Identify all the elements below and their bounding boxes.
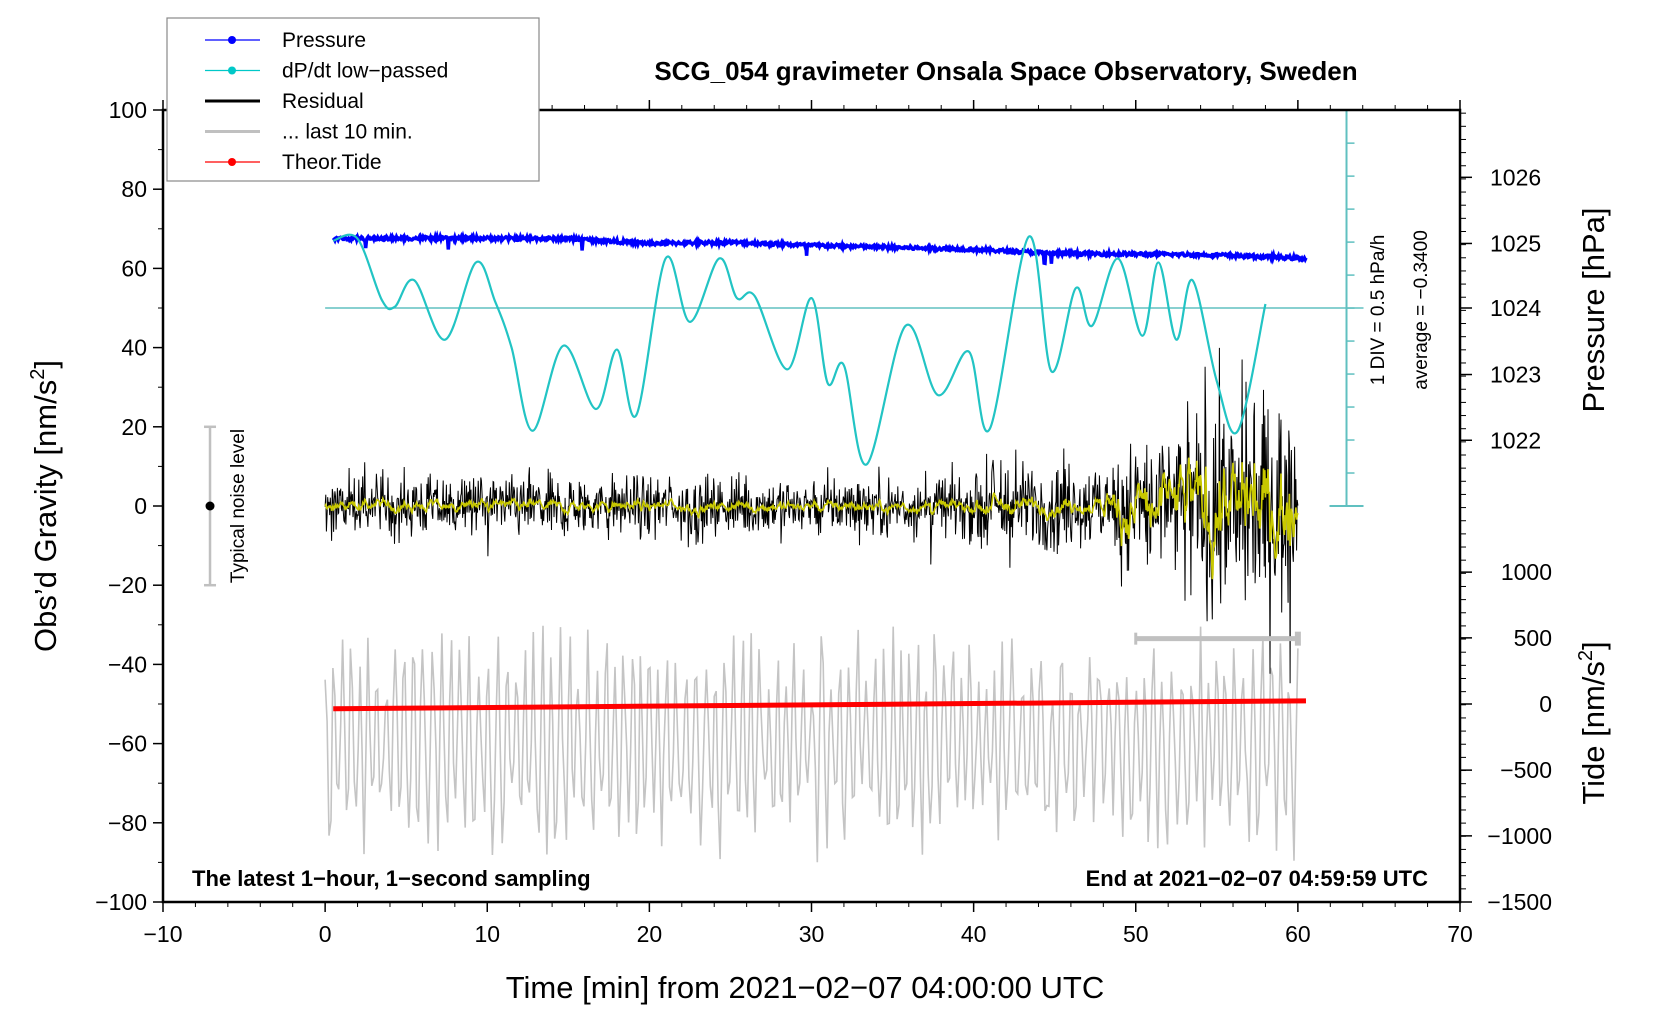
x-tick-label: 30 (799, 921, 825, 947)
y-axis-title-tide-main: Tide [nm/s (1576, 661, 1611, 805)
y-tick-label: −40 (108, 651, 147, 677)
y-tick-label: −80 (108, 810, 147, 836)
y-axis-title-left-sup: 2 (27, 369, 49, 380)
x-tick-label: 50 (1123, 921, 1149, 947)
y-axis-title-left-main: Obs’d Gravity [nm/s (28, 380, 63, 652)
residual-line (324, 347, 1299, 684)
legend-marker (228, 36, 236, 44)
dpdt-line (332, 233, 1267, 466)
tide-tick-label: −1500 (1487, 889, 1552, 915)
y-tick-label: 20 (121, 414, 147, 440)
tide-tick-label: 0 (1539, 691, 1552, 717)
y-axis-title-tide: Tide [nm/s2] (1575, 641, 1611, 804)
pressure-tick-label: 1026 (1490, 164, 1541, 190)
pressure-tick-label: 1025 (1490, 230, 1541, 256)
pressure-tick-label: 1024 (1490, 295, 1541, 321)
x-tick-label: −10 (143, 921, 182, 947)
average-label: average = −0.3400 (1411, 230, 1432, 390)
legend-label: dP/dt low−passed (282, 60, 448, 83)
x-tick-label: 0 (319, 921, 332, 947)
y-tick-label: −20 (108, 572, 147, 598)
tide-tick-label: −500 (1500, 757, 1552, 783)
tide-tick-label: 1000 (1501, 559, 1552, 585)
y-axis-title-tide-sup: 2 (1575, 650, 1597, 661)
legend-label: Pressure (282, 29, 366, 52)
y-axis-title-left-end: ] (28, 360, 63, 369)
y-axis-title-pressure: Pressure [hPa] (1576, 207, 1611, 412)
x-tick-label: 60 (1285, 921, 1311, 947)
noise-level-label: Typical noise level (228, 429, 249, 583)
noise-level-indicator: Typical noise level (204, 425, 249, 587)
legend-items: Pressure dP/dt low−passed Residual ... last… (205, 29, 448, 174)
noise-level-dot (205, 501, 215, 511)
legend-marker (228, 158, 236, 166)
y-axis-title-left: Obs’d Gravity [nm/s2] (27, 360, 63, 652)
tide-line (333, 698, 1307, 712)
y-tick-label: 100 (109, 97, 147, 123)
last-10-min-line (324, 625, 1299, 863)
y-tick-label: 80 (121, 176, 147, 202)
y-tick-label: 60 (121, 255, 147, 281)
y-tick-label: −60 (108, 731, 147, 757)
tide-tick-label: 500 (1514, 625, 1552, 651)
div-label: 1 DIV = 0.5 hPa/h (1368, 235, 1389, 386)
series-layer (324, 109, 1364, 863)
x-tick-label: 20 (637, 921, 663, 947)
x-axis-title: Time [min] from 2021−02−07 04:00:00 UTC (506, 970, 1105, 1005)
y-tick-label: −100 (95, 889, 147, 915)
legend-label: Theor.Tide (282, 151, 382, 174)
y-tick-label: 0 (134, 493, 147, 519)
pressure-tick-label: 1022 (1490, 427, 1541, 453)
x-tick-label: 10 (474, 921, 500, 947)
tide-tick-label: −1000 (1487, 823, 1552, 849)
legend: Pressure dP/dt low−passed Residual ... last… (166, 17, 540, 182)
pressure-tick-label: 1023 (1490, 362, 1541, 388)
pressure-line (331, 229, 1308, 266)
chart-title: SCG_054 gravimeter Onsala Space Observat… (654, 56, 1357, 86)
y-tick-label: 40 (121, 335, 147, 361)
x-tick-label: 40 (961, 921, 987, 947)
legend-label: ... last 10 min. (282, 121, 413, 144)
legend-label: Residual (282, 90, 364, 113)
annotation-sampling: The latest 1−hour, 1−second sampling (192, 866, 591, 891)
y-axis-title-tide-end: ] (1576, 641, 1611, 650)
axes-layer: −10 0 10 20 30 40 50 60 70100806040200−20−40−60−… (95, 97, 1552, 947)
legend-marker (228, 66, 236, 75)
residual-lowpass-line (324, 457, 1299, 580)
x-tick-label: 70 (1447, 921, 1473, 947)
annotation-end-time: End at 2021−02−07 04:59:59 UTC (1086, 866, 1429, 891)
